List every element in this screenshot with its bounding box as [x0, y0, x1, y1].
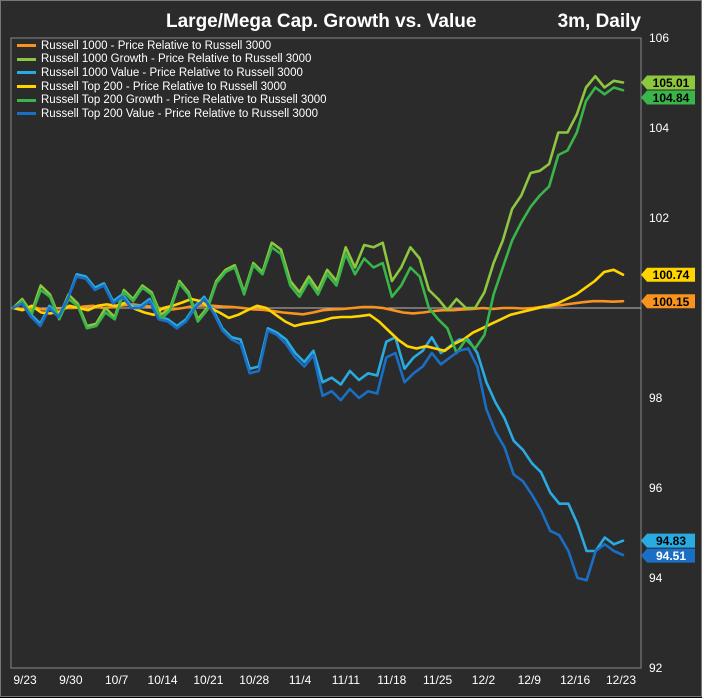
x-tick-label: 10/21	[193, 673, 223, 687]
legend-item: Russell 1000 - Price Relative to Russell…	[17, 39, 327, 53]
legend-label: Russell Top 200 Value - Price Relative t…	[41, 107, 318, 120]
x-tick-label: 12/2	[472, 673, 496, 687]
end-value-tag-5	[641, 548, 695, 563]
x-tick-label: 12/23	[606, 673, 636, 687]
x-tick-label: 11/4	[289, 673, 312, 687]
y-tick-label: 104	[649, 121, 669, 135]
end-value-tag-4	[641, 90, 695, 105]
x-tick-label: 11/11	[332, 673, 361, 687]
end-value-label-0: 100.15	[653, 295, 690, 309]
legend-label: Russell 1000 Growth - Price Relative to …	[41, 53, 312, 66]
legend-label: Russell Top 200 - Price Relative to Russ…	[41, 80, 287, 93]
legend-swatch	[17, 44, 36, 48]
end-value-label-1: 105.01	[653, 76, 690, 90]
legend-item: Russell Top 200 Growth - Price Relative …	[17, 93, 327, 107]
series-line-4	[11, 86, 625, 355]
chart-period-label: 3m, Daily	[557, 11, 641, 32]
x-tick-label: 12/16	[560, 673, 590, 687]
x-tick-label: 11/18	[377, 673, 406, 687]
x-tick-label: 9/23	[13, 673, 37, 687]
legend-item: Russell 1000 Value - Price Relative to R…	[17, 66, 327, 80]
end-value-label-3: 100.74	[653, 268, 690, 282]
x-tick-label: 10/7	[105, 673, 129, 687]
series-line-2	[11, 272, 625, 553]
x-tick-label: 11/25	[423, 673, 452, 687]
end-value-label-5: 94.51	[656, 549, 686, 563]
end-value-label-2: 94.83	[656, 534, 686, 548]
legend-swatch	[17, 57, 36, 61]
legend-label: Russell 1000 Value - Price Relative to R…	[41, 66, 303, 79]
plot-area-border	[10, 37, 642, 669]
y-tick-label: 98	[649, 391, 663, 405]
y-tick-label: 96	[649, 481, 663, 495]
y-tick-label: 92	[649, 661, 663, 675]
legend-label: Russell Top 200 Growth - Price Relative …	[41, 94, 327, 107]
end-value-tag-1	[641, 75, 695, 90]
y-tick-label: 106	[649, 31, 669, 45]
x-tick-label: 10/14	[148, 673, 178, 687]
legend-swatch	[17, 112, 36, 116]
end-value-tag-2	[641, 533, 695, 548]
legend-item: Russell Top 200 Value - Price Relative t…	[17, 107, 327, 121]
legend-item: Russell 1000 Growth - Price Relative to …	[17, 53, 327, 67]
y-tick-label: 94	[649, 571, 663, 585]
legend-label: Russell 1000 - Price Relative to Russell…	[41, 39, 272, 52]
end-value-tag-3	[641, 267, 695, 282]
legend-item: Russell Top 200 - Price Relative to Russ…	[17, 80, 327, 94]
series-line-5	[11, 275, 625, 582]
y-tick-label: 102	[649, 211, 669, 225]
end-value-label-4: 104.84	[653, 91, 690, 105]
legend-swatch	[17, 71, 36, 75]
end-value-tag-0	[641, 294, 695, 309]
x-tick-label: 9/30	[59, 673, 83, 687]
legend-swatch	[17, 98, 36, 102]
x-tick-label: 10/28	[239, 673, 269, 687]
x-tick-label: 12/9	[518, 673, 542, 687]
legend-swatch	[17, 85, 36, 89]
chart-title: Large/Mega Cap. Growth vs. Value	[166, 11, 477, 32]
series-line-3	[11, 268, 625, 353]
chart-legend: Russell 1000 - Price Relative to Russell…	[17, 39, 327, 121]
